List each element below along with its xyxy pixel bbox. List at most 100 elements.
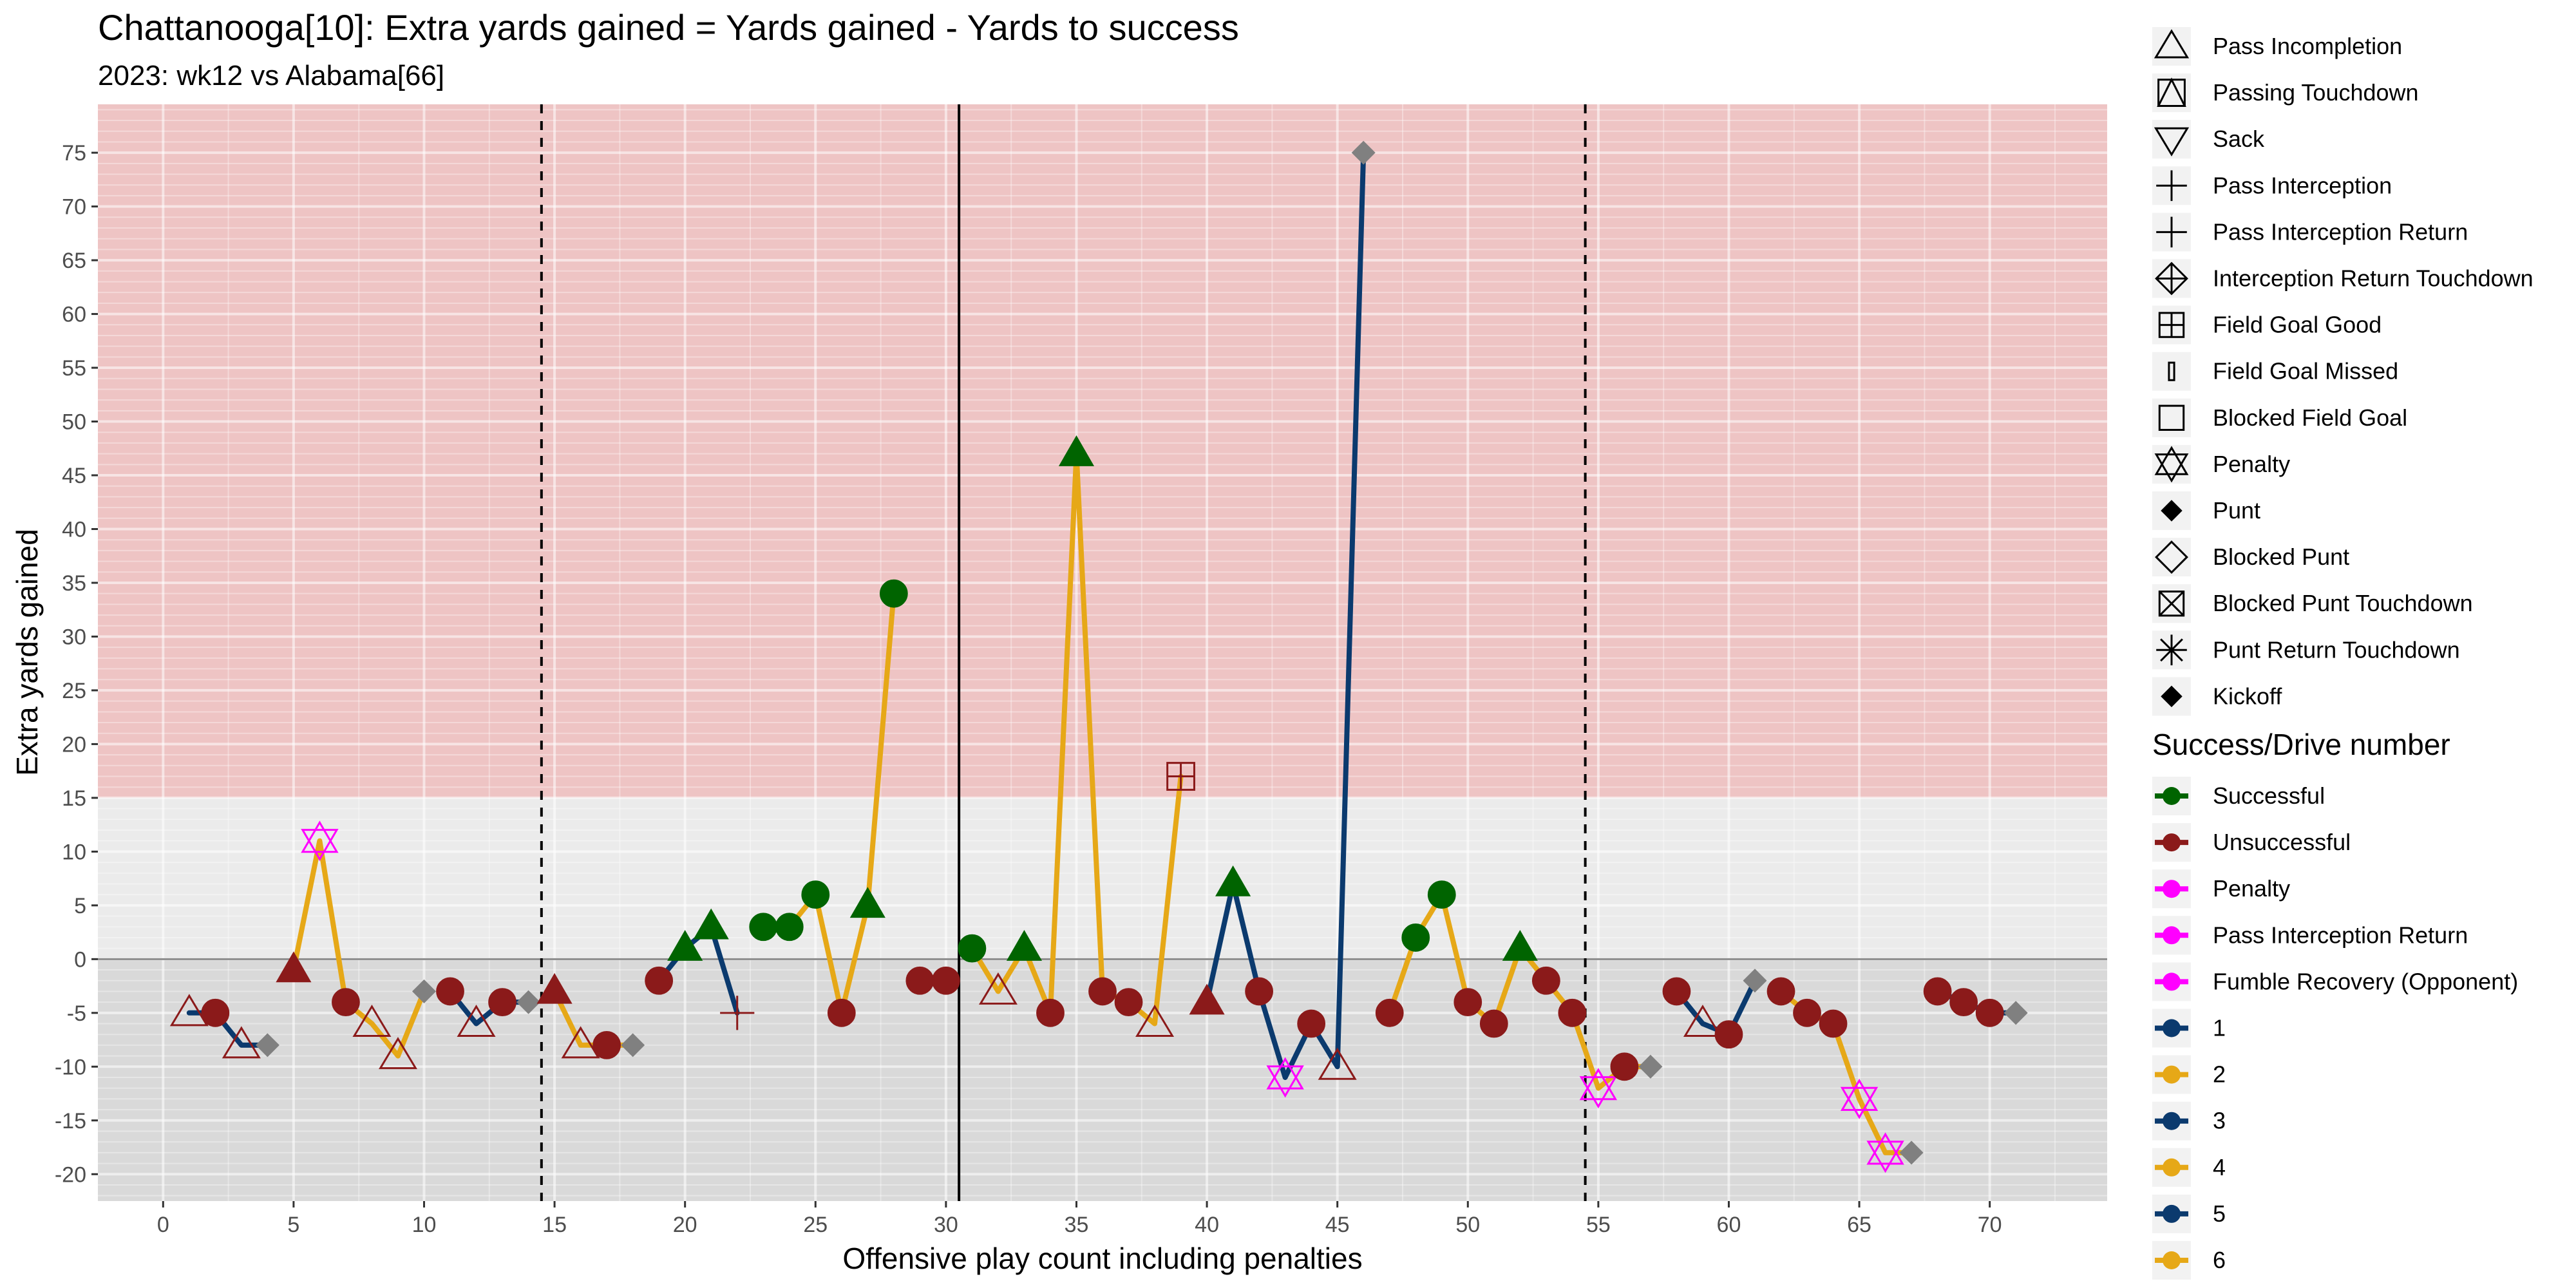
play-point (378, 1037, 417, 1070)
play-point (1189, 983, 1225, 1015)
background-band-0 (98, 104, 2107, 798)
play-point (332, 988, 360, 1017)
play-point (222, 1026, 261, 1059)
background-band-1 (98, 797, 2107, 960)
play-point (1579, 1068, 1618, 1109)
play-point (1245, 977, 1274, 1006)
play-points (169, 140, 2028, 1173)
legend-label: Pass Interception Return (2213, 922, 2468, 948)
legend-key-dot (2163, 833, 2181, 852)
legend-item: Penalty (2152, 869, 2290, 909)
play-point (1006, 930, 1043, 961)
play-point (621, 1033, 645, 1057)
legend-label: Unsuccessful (2213, 829, 2351, 855)
play-point (1036, 998, 1065, 1027)
play-point (1114, 988, 1143, 1017)
legend-key-dot (2163, 926, 2181, 945)
play-point (749, 913, 778, 942)
play-point (827, 998, 856, 1027)
legend-key (2152, 27, 2191, 66)
play-point (457, 1004, 496, 1037)
legend-label: Blocked Field Goal (2213, 404, 2407, 431)
play-point (1793, 998, 1821, 1027)
legend-item: 6 (2152, 1241, 2226, 1280)
y-tick-label: 45 (62, 464, 86, 488)
y-tick-label: 0 (74, 947, 86, 972)
legend-label: Pass Interception Return (2213, 218, 2468, 245)
legend-label: Successful (2213, 782, 2325, 809)
legend-key-dot (2163, 880, 2181, 898)
x-tick-label: 25 (803, 1213, 828, 1237)
play-point (1662, 977, 1691, 1006)
x-tick-label: 55 (1586, 1213, 1611, 1237)
legend-success-title: Success/Drive number (2152, 728, 2450, 761)
legend-key-dot (2163, 1065, 2181, 1084)
chart-title: Chattanooga[10]: Extra yards gained = Ya… (98, 7, 1239, 48)
play-point (1949, 988, 1978, 1017)
legend-item: Blocked Punt (2152, 538, 2349, 577)
y-tick-label: 40 (62, 517, 86, 542)
x-tick-label: 0 (157, 1213, 169, 1237)
play-point (1610, 1052, 1639, 1081)
play-point (849, 887, 886, 918)
legend-item: Successful (2152, 777, 2325, 815)
play-point (592, 1031, 621, 1059)
play-point (1975, 998, 2004, 1027)
legend-label: 6 (2213, 1247, 2226, 1273)
y-tick-label: -10 (55, 1055, 86, 1079)
legend-item: 3 (2152, 1101, 2226, 1141)
x-tick-label: 50 (1455, 1213, 1480, 1237)
play-point (720, 996, 755, 1030)
x-tick-label: 15 (542, 1213, 567, 1237)
play-point (801, 880, 830, 909)
y-tick-label: -20 (55, 1162, 86, 1187)
legend-item: Fumble Recovery (Opponent) (2152, 962, 2518, 1001)
play-point (1135, 1004, 1175, 1037)
legend-item: Field Goal Missed (2152, 352, 2398, 391)
y-tick-label: 55 (62, 356, 86, 381)
play-point (1479, 1009, 1508, 1038)
y-tick-label: 70 (62, 195, 86, 220)
x-axis-title: Offensive play count including penalties (842, 1242, 1362, 1275)
x-tick-label: 45 (1325, 1213, 1350, 1237)
legend-label: 1 (2213, 1015, 2226, 1041)
chart-subtitle: 2023: wk12 vs Alabama[66] (98, 60, 444, 91)
play-point (693, 908, 729, 940)
y-tick-label: 65 (62, 249, 86, 273)
legend-key (2152, 352, 2191, 391)
legend-label: 3 (2213, 1108, 2226, 1134)
play-point (1427, 880, 1456, 909)
y-tick-label: -5 (67, 1001, 86, 1026)
legend-label: Blocked Punt (2213, 544, 2349, 570)
legend-item: Punt (2152, 491, 2260, 530)
play-point (488, 988, 516, 1017)
play-point (1531, 966, 1560, 995)
legend-item: Interception Return Touchdown (2152, 259, 2533, 298)
legend-label: Field Goal Missed (2213, 358, 2398, 384)
legend-play-type: Pass Incompletion Passing Touchdown Sack Pa… (2152, 27, 2533, 716)
legend-label: 5 (2213, 1200, 2226, 1227)
legend-label: Sack (2213, 126, 2265, 152)
play-point (561, 1026, 600, 1059)
legend-item: 5 (2152, 1194, 2226, 1233)
legend-key (2152, 120, 2191, 159)
play-point (978, 972, 1018, 1005)
legend-label: Pass Interception (2213, 172, 2392, 198)
play-point (1819, 1009, 1848, 1038)
x-tick-label: 65 (1847, 1213, 1871, 1237)
play-point (1502, 930, 1538, 961)
legend-label: Interception Return Touchdown (2213, 265, 2533, 292)
play-point (1683, 1004, 1722, 1037)
play-point (1215, 865, 1251, 896)
legend-key-dot (2163, 1204, 2181, 1223)
legend-label: Punt Return Touchdown (2213, 636, 2460, 663)
legend-key-dot (2163, 972, 2181, 991)
legend-item: Punt Return Touchdown (2152, 630, 2460, 670)
play-point (667, 930, 703, 961)
legend-item: Passing Touchdown (2152, 73, 2419, 113)
axes: 0 5 10 15 20 25 30 35 40 45 50 55 60 65 70 -20 -15 -10 -5 0… (55, 141, 2002, 1237)
y-tick-label: 15 (62, 786, 86, 811)
legend-item: 1 (2152, 1009, 2226, 1048)
y-tick-label: 10 (62, 840, 86, 864)
play-point (1558, 998, 1587, 1027)
